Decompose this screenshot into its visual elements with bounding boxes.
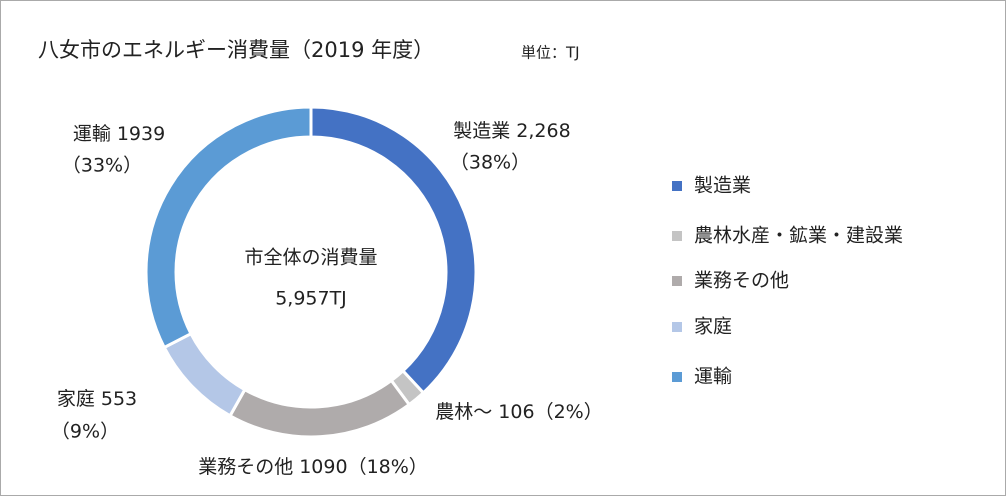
center-total: 5,957TJ (275, 288, 347, 310)
legend-label: 家庭 (694, 316, 732, 338)
chart-subtitle: 単位：TJ (521, 44, 580, 62)
percent-label: （33%） (62, 155, 142, 177)
label-name: 製造業 (453, 120, 510, 142)
data-label: 運輸 1939 (73, 123, 165, 145)
label-value: 553 (101, 388, 137, 410)
legend-swatch (672, 372, 682, 382)
legend-label: 製造業 (694, 175, 751, 197)
percent-label: （18%） (348, 456, 428, 478)
label-name: 業務その他 (198, 456, 293, 478)
data-label: 家庭 553 (57, 388, 137, 410)
label-value: 2,268 (516, 120, 570, 142)
legend-label: 業務その他 (694, 270, 789, 292)
label-name: 農林～ (435, 401, 492, 423)
legend-label: 農林水産・鉱業・建設業 (694, 225, 903, 247)
legend-label: 運輸 (694, 366, 732, 388)
label-name: 家庭 (57, 388, 95, 410)
label-value: 106 (498, 401, 534, 423)
chart-title: 八女市のエネルギー消費量（2019 年度） (38, 38, 434, 62)
legend-swatch (672, 276, 682, 286)
label-name: 運輸 (73, 123, 111, 145)
center-label: 市全体の消費量 (244, 247, 377, 269)
data-label: 業務その他 1090（18%） (198, 456, 428, 478)
donut-segment (144, 105, 313, 350)
legend-swatch (672, 181, 682, 191)
legend-swatch (672, 231, 682, 241)
label-value: 1090 (299, 456, 347, 478)
percent-label: （2%） (535, 401, 603, 423)
percent-label: （38%） (450, 152, 530, 174)
percent-label: （9%） (51, 421, 119, 443)
legend-swatch (672, 322, 682, 332)
data-label: 農林～ 106（2%） (435, 401, 602, 423)
data-label: 製造業 2,268 (453, 120, 570, 142)
label-value: 1939 (117, 123, 165, 145)
